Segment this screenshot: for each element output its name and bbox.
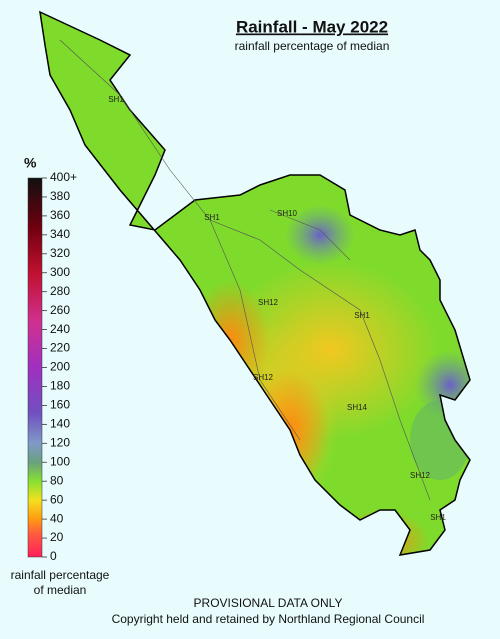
map	[40, 12, 470, 555]
tick-label: 160	[50, 398, 70, 412]
road-label: SH12	[253, 373, 274, 382]
tick-label: 20	[50, 530, 64, 544]
tick-label: 400+	[50, 170, 77, 184]
road-labels: SH1 SH1 SH10 SH12 SH1 SH12 SH14 SH12 SH1	[108, 95, 446, 522]
road	[209, 219, 301, 441]
tick-label: 240	[50, 322, 70, 336]
road	[269, 209, 351, 261]
tick-label: 260	[50, 303, 70, 317]
tick-label: 0	[50, 549, 57, 563]
legend-unit: %	[24, 155, 37, 171]
color-scale	[27, 177, 43, 558]
tick-label: 40	[50, 511, 64, 525]
tick-label: 340	[50, 227, 70, 241]
tick-label: 280	[50, 284, 70, 298]
tick-label: 320	[50, 246, 70, 260]
road-label: SH12	[258, 298, 279, 307]
tick-label: 300	[50, 265, 70, 279]
tick-label: 380	[50, 189, 70, 203]
footer: PROVISIONAL DATA ONLY	[194, 596, 343, 610]
tick-label: 60	[50, 492, 64, 506]
road-label: SH14	[347, 403, 368, 412]
road	[59, 39, 431, 501]
legend-ticks: 0 20 40 60 80 100 120 140 160 180 200 220 240 260 280 3…	[42, 170, 77, 563]
tick-label: 80	[50, 473, 64, 487]
tick-label: 180	[50, 379, 70, 393]
tick-label: 220	[50, 341, 70, 355]
coastline	[39, 10, 471, 556]
tick-label: 120	[50, 435, 70, 449]
footer: Copyright held and retained by Northland…	[112, 612, 425, 626]
legend-caption: rainfall percentage	[11, 568, 110, 582]
subtitle: rainfall percentage of median	[235, 39, 390, 53]
road-label: SH12	[410, 471, 431, 480]
tick-label: 200	[50, 360, 70, 374]
tick-label: 100	[50, 454, 70, 468]
road-label: SH1	[204, 213, 220, 222]
title: Rainfall - May 2022	[236, 17, 388, 36]
road-label: SH1	[108, 95, 124, 104]
tick-label: 360	[50, 208, 70, 222]
tick-label: 140	[50, 417, 70, 431]
road-label: SH1	[430, 513, 446, 522]
road-label: SH1	[354, 311, 370, 320]
road-label: SH10	[277, 209, 298, 218]
legend-caption: of median	[34, 583, 87, 597]
